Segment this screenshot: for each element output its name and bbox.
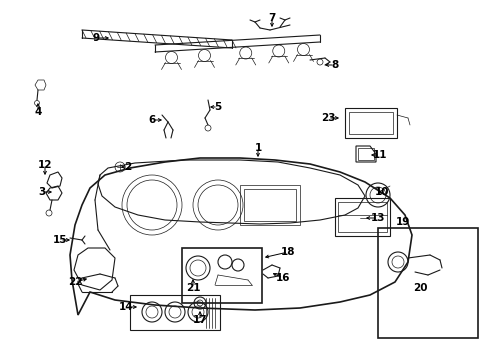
Text: 2: 2 <box>124 162 131 172</box>
Text: 9: 9 <box>92 33 100 43</box>
Text: 7: 7 <box>268 13 275 23</box>
Bar <box>244 189 295 221</box>
Text: 15: 15 <box>53 235 67 245</box>
Text: 23: 23 <box>320 113 335 123</box>
Bar <box>345 108 396 138</box>
Text: 13: 13 <box>370 213 385 223</box>
Bar <box>357 148 373 160</box>
Text: 16: 16 <box>275 273 290 283</box>
Text: 6: 6 <box>148 115 155 125</box>
Text: 1: 1 <box>254 143 261 153</box>
Text: 21: 21 <box>185 283 200 293</box>
Bar <box>182 248 262 303</box>
Text: 20: 20 <box>412 283 427 293</box>
Text: 10: 10 <box>374 187 388 197</box>
Text: 17: 17 <box>192 315 207 325</box>
Text: 8: 8 <box>331 60 338 70</box>
Text: 4: 4 <box>34 107 41 117</box>
Text: 19: 19 <box>395 217 409 227</box>
Bar <box>348 112 392 134</box>
Bar <box>240 185 299 225</box>
Text: 5: 5 <box>214 102 221 112</box>
Text: 11: 11 <box>372 150 386 160</box>
Text: 3: 3 <box>38 187 45 197</box>
Bar <box>377 228 477 338</box>
Bar <box>334 198 389 236</box>
Text: 14: 14 <box>119 302 133 312</box>
Text: 22: 22 <box>68 277 82 287</box>
Text: 12: 12 <box>38 160 52 170</box>
Bar <box>130 295 220 330</box>
Text: 18: 18 <box>280 247 295 257</box>
Bar <box>337 202 386 232</box>
